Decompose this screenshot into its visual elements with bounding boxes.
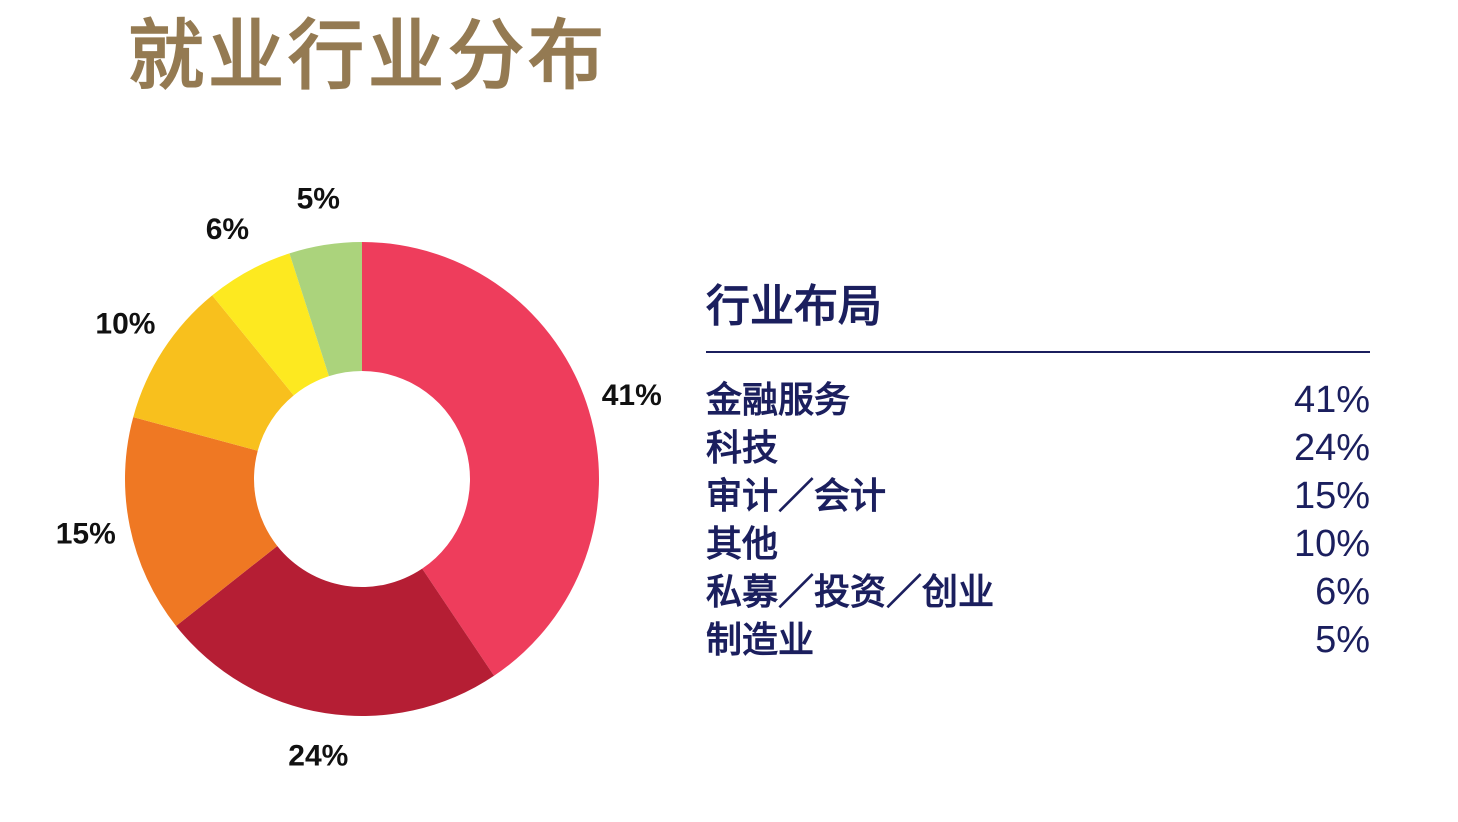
slice-value-label: 24% (288, 740, 348, 773)
legend-row-value: 24% (1293, 427, 1370, 469)
slice-value-label: 6% (206, 213, 249, 246)
slice-value-label: 41% (602, 379, 662, 412)
legend-row-value: 6% (1315, 571, 1370, 613)
legend-divider (706, 351, 1370, 353)
legend-row-value: 41% (1293, 379, 1370, 421)
donut-chart: 41% 24% 15% 10% 6% 5% (56, 182, 662, 773)
legend-row-name: 其他 (706, 524, 779, 565)
slice-value-label: 5% (297, 182, 340, 215)
legend-row: 私募／投资／创业 6% (706, 563, 1370, 613)
legend-row-name: 私募／投资／创业 (706, 572, 995, 613)
donut-slice (212, 253, 329, 396)
donut-slice (176, 545, 495, 716)
legend-row-name: 审计／会计 (706, 476, 887, 517)
legend-row-name: 金融服务 (706, 380, 851, 421)
donut-slice (362, 242, 599, 676)
legend-row-value: 10% (1293, 523, 1370, 565)
legend-row: 审计／会计 15% (706, 467, 1370, 517)
legend-row: 金融服务 41% (706, 371, 1370, 421)
slice-value-label: 15% (56, 518, 116, 551)
donut-slice (125, 417, 278, 626)
legend-row: 其他 10% (706, 515, 1370, 565)
industry-legend: 行业布局 金融服务 41% 科技 24% 审计／会计 15% 其他 10% 私募… (706, 281, 1370, 661)
page-title: 就业行业分布 (128, 11, 608, 100)
donut-slice (133, 295, 294, 451)
legend-row-name: 制造业 (706, 620, 815, 661)
legend-title: 行业布局 (706, 281, 882, 332)
legend-row-value: 15% (1293, 475, 1370, 517)
legend-row: 制造业 5% (706, 611, 1370, 661)
slice-value-label: 10% (95, 307, 155, 340)
legend-row-value: 5% (1315, 619, 1370, 661)
legend-row: 科技 24% (706, 419, 1370, 469)
donut-slice (289, 242, 362, 377)
legend-row-name: 科技 (706, 428, 779, 469)
